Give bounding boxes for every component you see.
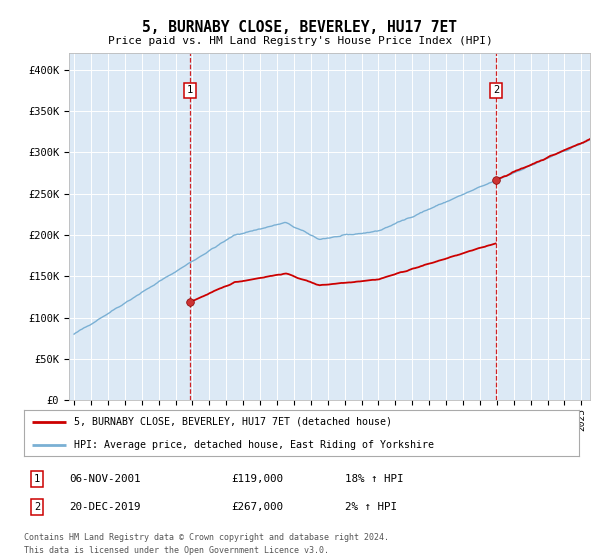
Text: 2: 2 (34, 502, 40, 512)
Text: 20-DEC-2019: 20-DEC-2019 (69, 502, 140, 512)
Text: 06-NOV-2001: 06-NOV-2001 (69, 474, 140, 484)
Text: 1: 1 (187, 85, 193, 95)
Text: £267,000: £267,000 (231, 502, 283, 512)
Text: 18% ↑ HPI: 18% ↑ HPI (345, 474, 404, 484)
Text: 1: 1 (34, 474, 40, 484)
Text: Price paid vs. HM Land Registry's House Price Index (HPI): Price paid vs. HM Land Registry's House … (107, 36, 493, 46)
Text: 2% ↑ HPI: 2% ↑ HPI (345, 502, 397, 512)
Text: HPI: Average price, detached house, East Riding of Yorkshire: HPI: Average price, detached house, East… (74, 440, 434, 450)
Text: This data is licensed under the Open Government Licence v3.0.: This data is licensed under the Open Gov… (24, 546, 329, 555)
Text: £119,000: £119,000 (231, 474, 283, 484)
Text: 2: 2 (493, 85, 499, 95)
Text: 5, BURNABY CLOSE, BEVERLEY, HU17 7ET (detached house): 5, BURNABY CLOSE, BEVERLEY, HU17 7ET (de… (74, 417, 392, 427)
Text: 5, BURNABY CLOSE, BEVERLEY, HU17 7ET: 5, BURNABY CLOSE, BEVERLEY, HU17 7ET (143, 20, 458, 35)
Text: Contains HM Land Registry data © Crown copyright and database right 2024.: Contains HM Land Registry data © Crown c… (24, 533, 389, 542)
